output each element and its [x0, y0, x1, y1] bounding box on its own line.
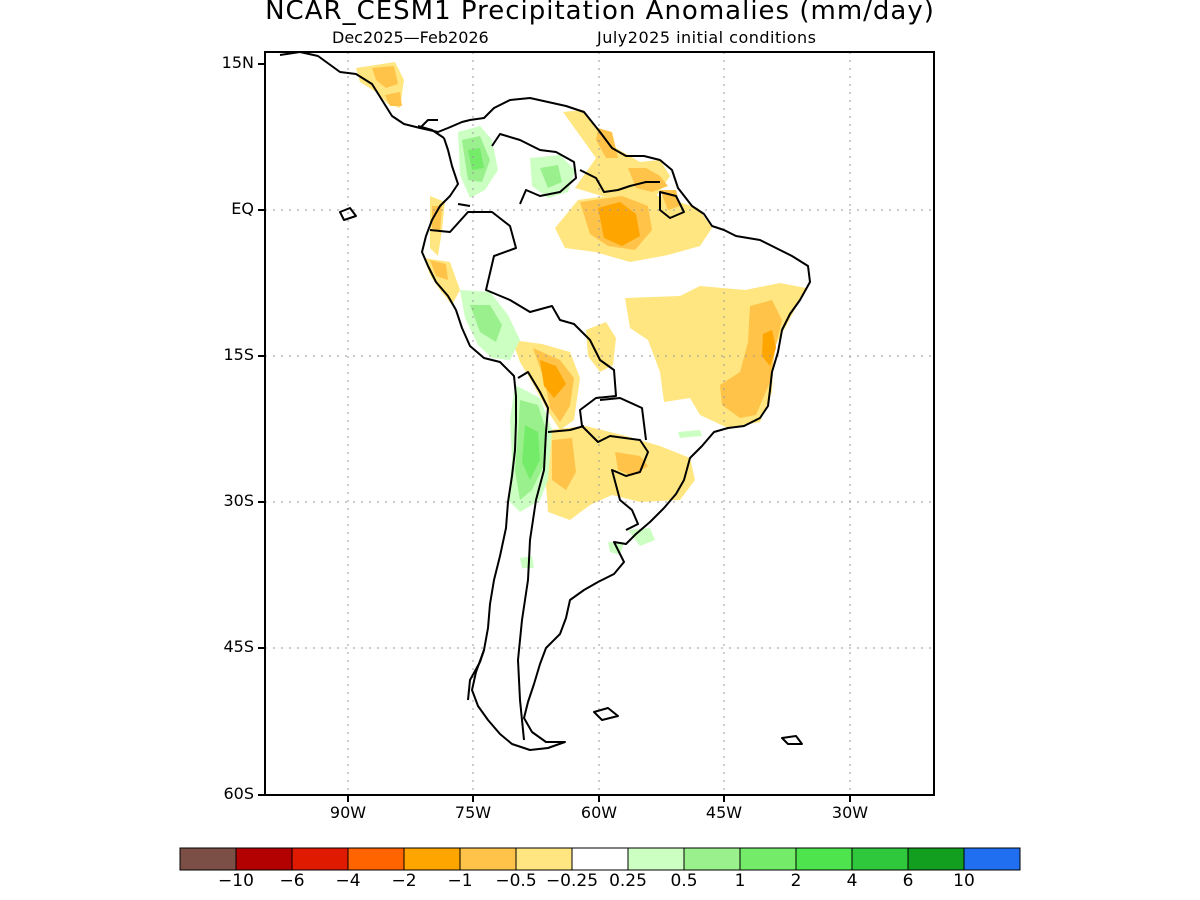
colorbar-swatch-12 [795, 847, 853, 871]
lat-label-30s: 30S [223, 491, 254, 510]
colorbar-label: 2 [790, 871, 802, 891]
lat-label-eq: EQ [231, 199, 254, 218]
colorbar-swatch-6 [459, 847, 517, 871]
colorbar-swatch-11 [739, 847, 797, 871]
anomaly-green [468, 148, 540, 480]
colorbar-label: −4 [335, 871, 361, 891]
colorbar-label: 1 [734, 871, 746, 891]
lat-label-45s: 45S [223, 637, 254, 656]
colorbar-swatch-1 [179, 847, 237, 871]
colorbar-swatch-5 [403, 847, 461, 871]
lat-label-15n: 15N [221, 53, 254, 72]
lat-label-15s: 15S [223, 345, 254, 364]
colorbar-label: 10 [953, 871, 975, 891]
lon-label-60w: 60W [580, 803, 618, 822]
colorbar-label: 6 [902, 871, 914, 891]
lon-label-30w: 30W [831, 803, 869, 822]
colorbar-swatch-14 [907, 847, 965, 871]
lon-label-45w: 45W [705, 803, 743, 822]
colorbar [179, 847, 1021, 871]
initial-conditions: July2025 initial conditions [597, 28, 817, 47]
colorbar-swatch-7 [515, 847, 573, 871]
axis-ticks [258, 63, 851, 802]
colorbar-swatch-13 [851, 847, 909, 871]
colorbar-swatch-4 [347, 847, 405, 871]
colorbar-swatch-9 [627, 847, 685, 871]
colorbar-label: −10 [218, 871, 254, 891]
lat-label-60s: 60S [223, 784, 254, 803]
colorbar-swatch-2 [235, 847, 293, 871]
colorbar-label: −0.5 [495, 871, 537, 891]
colorbar-label: 0.25 [609, 871, 647, 891]
coastlines [279, 52, 811, 751]
colorbar-label: −0.25 [545, 871, 599, 891]
colorbar-label: −1 [447, 871, 473, 891]
colorbar-label: 4 [846, 871, 858, 891]
colorbar-label: −2 [391, 871, 417, 891]
lon-label-90w: 90W [329, 803, 367, 822]
colorbar-swatch-10 [683, 847, 741, 871]
anomaly-light-orange [356, 62, 806, 520]
colorbar-label: 0.5 [670, 871, 698, 891]
colorbar-swatch-3 [291, 847, 349, 871]
forecast-period: Dec2025—Feb2026 [332, 28, 489, 47]
colorbar-label: −6 [279, 871, 305, 891]
lon-label-75w: 75W [454, 803, 492, 822]
colorbar-swatch-8 [571, 847, 629, 871]
anomaly-dark-orange [540, 202, 776, 398]
anomaly-field [356, 62, 806, 568]
colorbar-swatch-15 [963, 847, 1021, 871]
map-title: NCAR_CESM1 Precipitation Anomalies (mm/d… [265, 0, 935, 26]
